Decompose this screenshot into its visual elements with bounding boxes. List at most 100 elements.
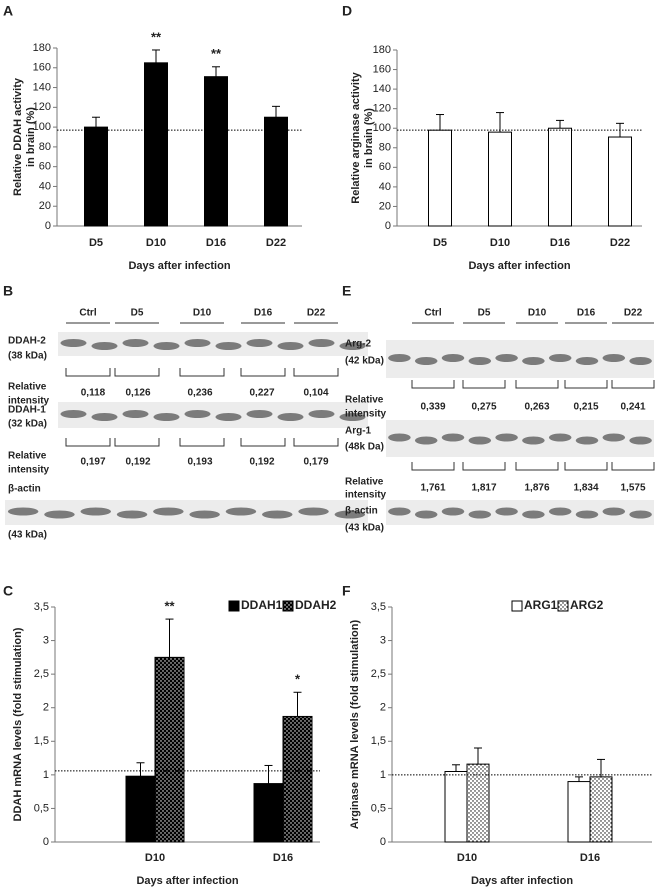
lane-bracket [611, 462, 655, 471]
panel-letter: B [3, 283, 13, 299]
blot-band [262, 510, 293, 519]
intensity-label: intensity [345, 409, 387, 420]
lane-bracket [462, 380, 506, 389]
error-bar [165, 618, 174, 658]
legend-swatch [282, 600, 294, 612]
error-bar [212, 66, 220, 77]
y-tick-label: 1,5 [34, 735, 49, 747]
x-tick-label: D10 [457, 852, 477, 864]
error-bar [136, 762, 145, 777]
error-bar [272, 105, 280, 118]
y-tick-label: 0 [45, 220, 51, 232]
lane-bracket [179, 438, 225, 447]
intensity-value: 0,263 [524, 402, 549, 413]
blot-label: Arg-2 [345, 339, 372, 350]
panel-letter: F [342, 583, 351, 599]
lane-label: D16 [254, 308, 273, 319]
y-tick-label: 100 [33, 121, 51, 133]
lane-label: D22 [624, 308, 643, 319]
intensity-value: 1,761 [420, 483, 445, 494]
y-tick-label: 0,5 [371, 802, 386, 814]
blot-band [91, 413, 118, 421]
intensity-value: 0,227 [249, 388, 274, 399]
panel-letter: D [342, 3, 352, 19]
bar [444, 771, 468, 843]
lane-bracket [65, 438, 111, 447]
blot-band [60, 410, 87, 418]
bar [488, 131, 512, 227]
y-tick-label: 3,5 [34, 601, 49, 613]
bar [589, 776, 613, 843]
blot-band [44, 510, 75, 519]
lane-bracket [611, 380, 655, 389]
blot-band [388, 354, 411, 362]
blot-band [414, 510, 438, 519]
blot-band [441, 507, 465, 516]
blot-band [602, 354, 626, 362]
bar [282, 715, 313, 843]
blot-band [629, 357, 652, 365]
x-tick-label: D16 [273, 852, 293, 864]
blot-band [298, 507, 329, 516]
y-tick-label: 160 [373, 63, 391, 75]
y-tick-label: 140 [33, 81, 51, 93]
x-tick-label: D16 [206, 237, 226, 249]
blot-band [522, 510, 545, 519]
x-tick-label: D22 [610, 237, 630, 249]
blot-band [153, 507, 184, 516]
blot-band [495, 354, 518, 362]
intensity-value: 0,339 [420, 402, 445, 413]
blot-band [116, 510, 148, 519]
blot-band [414, 357, 438, 365]
intensity-value: 1,575 [620, 483, 645, 494]
blot-band [80, 507, 111, 516]
blot-band [522, 357, 545, 365]
blot-band [548, 507, 572, 516]
intensity-value: 0,104 [303, 388, 328, 399]
error-bar [556, 119, 564, 129]
blot-band [575, 357, 599, 365]
lane-label: Ctrl [79, 308, 96, 319]
y-axis-label: DDAH mRNA levels (fold stimulation) [12, 627, 24, 821]
blot-band [548, 433, 572, 442]
blot-band [629, 510, 652, 519]
blot-band [602, 433, 626, 442]
y-axis-label: in brain (%) [363, 108, 375, 168]
intensity-label: Relative [345, 395, 384, 406]
blot-label: (32 kDa) [8, 419, 47, 430]
legend-label: DDAH2 [295, 598, 337, 612]
blot-label: (43 kDa) [8, 530, 47, 541]
intensity-value: 1,817 [471, 483, 496, 494]
blot-band [468, 510, 492, 519]
lane-label: D5 [478, 308, 491, 319]
bar [466, 763, 490, 843]
y-tick-label: 0 [43, 836, 49, 848]
bar [253, 783, 284, 843]
error-bar [496, 112, 504, 133]
y-tick-label: 2 [43, 702, 49, 714]
legend-swatch [228, 600, 240, 612]
blot-band [334, 510, 366, 519]
intensity-value: 1,876 [524, 483, 549, 494]
y-tick-label: 120 [33, 101, 51, 113]
blot-band [602, 507, 626, 516]
lane-bracket [114, 368, 160, 377]
lane-label: D22 [307, 308, 326, 319]
blot-band [548, 354, 572, 362]
blot-band [215, 413, 242, 421]
x-tick-label: D10 [146, 237, 166, 249]
x-tick-label: D16 [580, 852, 600, 864]
legend-swatch [511, 600, 523, 612]
blot-band [468, 357, 492, 365]
blot-band [122, 339, 149, 347]
intensity-label: Relative [345, 477, 384, 488]
x-axis-label: Days after infection [471, 875, 573, 887]
lane-bracket [293, 368, 339, 377]
x-tick-label: D10 [145, 852, 165, 864]
lane-label: D10 [528, 308, 547, 319]
y-tick-label: 2,5 [34, 668, 49, 680]
error-bar [293, 691, 302, 717]
lane-bracket [462, 462, 506, 471]
error-bar [575, 776, 583, 782]
blot-label: β-actin [8, 484, 41, 495]
